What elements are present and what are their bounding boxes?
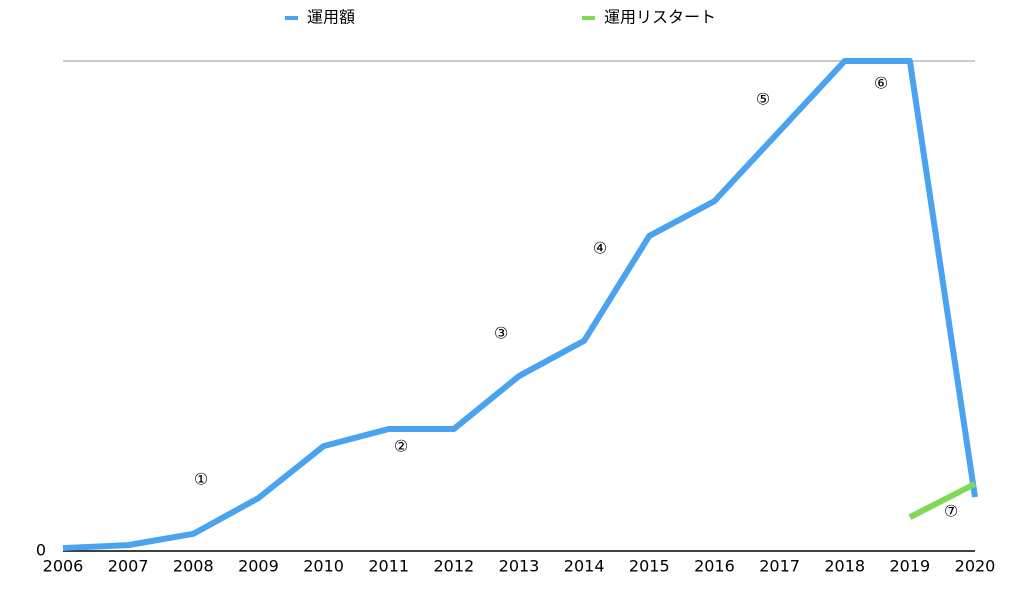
- x-tick-label: 2008: [173, 557, 214, 576]
- annotation: ②: [394, 437, 408, 456]
- legend-label: 運用リスタート: [604, 8, 716, 27]
- x-tick-label: 2011: [368, 557, 409, 576]
- annotation: ⑤: [756, 90, 770, 109]
- x-tick-label: 2006: [43, 557, 84, 576]
- x-tick-label: 2017: [759, 557, 800, 576]
- x-tick-label: 2007: [108, 557, 149, 576]
- x-tick-label: 2013: [499, 557, 540, 576]
- series-line: [908, 481, 977, 520]
- y-tick-label: 0: [36, 541, 46, 560]
- x-tick-label: 2010: [303, 557, 344, 576]
- x-tick-label: 2012: [433, 557, 474, 576]
- x-tick-label: 2015: [629, 557, 670, 576]
- x-tick-label: 2009: [238, 557, 279, 576]
- x-tick-label: 2020: [955, 557, 996, 576]
- annotation: ⑥: [874, 74, 888, 93]
- series-line: [62, 58, 978, 552]
- x-tick-label: 2016: [694, 557, 735, 576]
- x-tick-label: 2018: [824, 557, 865, 576]
- annotation: ③: [494, 324, 508, 343]
- x-tick-label: 2014: [564, 557, 605, 576]
- annotation: ①: [194, 470, 208, 489]
- legend-label: 運用額: [307, 8, 355, 27]
- x-tick-label: 2019: [889, 557, 930, 576]
- annotation: ④: [593, 239, 607, 258]
- annotation: ⑦: [944, 502, 958, 521]
